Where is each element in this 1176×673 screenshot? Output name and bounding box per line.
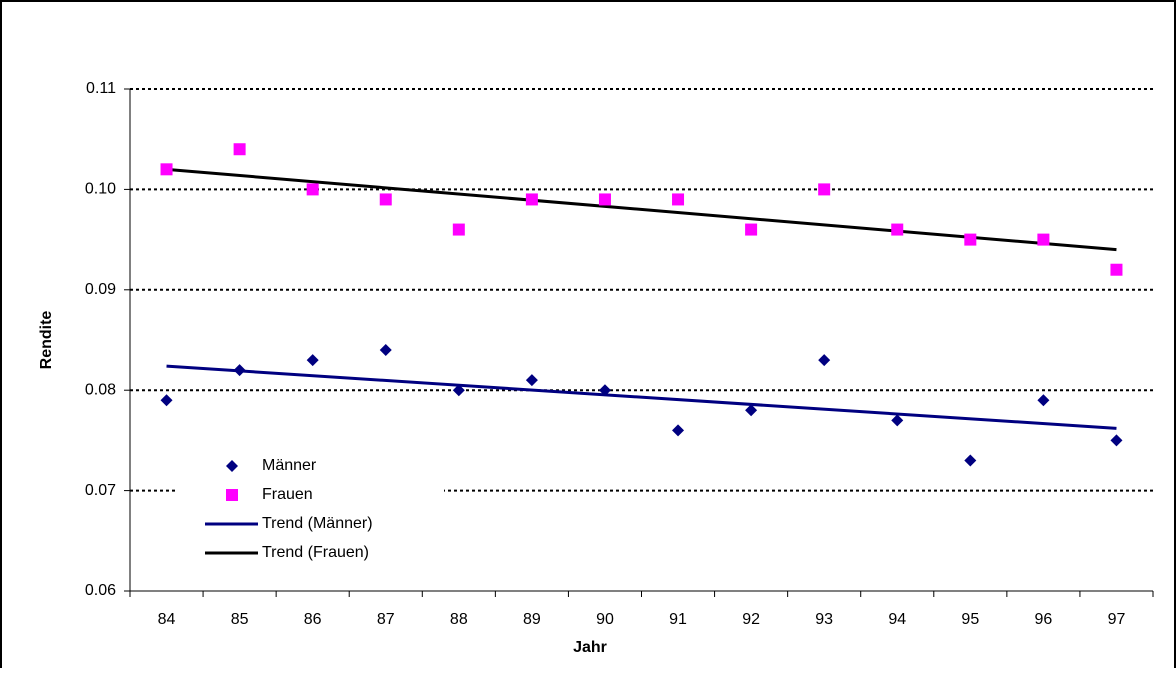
y-tick-label: 0.10 (85, 181, 116, 198)
y-axis-label: Rendite (38, 311, 55, 370)
data-point (964, 233, 977, 246)
y-tick-label: 0.07 (85, 482, 116, 499)
data-point (964, 454, 977, 467)
legend-marker (226, 489, 238, 501)
x-tick-label: 86 (304, 611, 322, 628)
x-tick-label: 95 (961, 611, 979, 628)
data-point (818, 354, 831, 367)
data-point (745, 404, 758, 417)
y-tick-label: 0.11 (86, 80, 116, 97)
data-point (598, 193, 611, 206)
data-point (672, 424, 685, 437)
data-point (598, 384, 611, 397)
data-point (1110, 434, 1123, 447)
data-point (672, 193, 685, 206)
data-point (525, 374, 538, 387)
data-point (233, 143, 246, 156)
data-point (379, 344, 392, 357)
data-point (891, 223, 904, 236)
legend-label: Trend (Frauen) (262, 544, 369, 561)
data-point (160, 163, 173, 176)
x-tick-label: 88 (450, 611, 468, 628)
x-axis-label: Jahr (573, 639, 607, 656)
legend-label: Trend (Männer) (262, 515, 373, 532)
x-tick-label: 89 (523, 611, 541, 628)
data-point (1037, 394, 1050, 407)
data-point (160, 394, 173, 407)
trend-line (166, 167, 1117, 252)
data-point (745, 223, 758, 236)
x-tick-label: 97 (1108, 611, 1126, 628)
data-point (1110, 263, 1123, 276)
y-tick-label: 0.06 (85, 582, 116, 599)
data-point (306, 183, 319, 196)
x-tick-label: 92 (742, 611, 760, 628)
trend-line (166, 364, 1117, 430)
data-point (1037, 233, 1050, 246)
data-point (818, 183, 831, 196)
legend-marker (226, 460, 238, 472)
data-point (233, 364, 246, 377)
data-point (452, 223, 465, 236)
data-point (525, 193, 538, 206)
data-point (306, 354, 319, 367)
x-tick-label: 94 (888, 611, 906, 628)
x-tick-label: 84 (158, 611, 176, 628)
x-tick-label: 85 (231, 611, 249, 628)
legend-label: Frauen (262, 486, 313, 503)
y-tick-label: 0.08 (85, 381, 116, 398)
y-tick-label: 0.09 (85, 281, 116, 298)
data-point (891, 414, 904, 427)
data-point (379, 193, 392, 206)
x-tick-label: 96 (1034, 611, 1052, 628)
x-tick-label: 93 (815, 611, 833, 628)
x-tick-label: 87 (377, 611, 395, 628)
x-tick-label: 90 (596, 611, 614, 628)
legend-background (176, 450, 444, 578)
legend-label: Männer (262, 457, 317, 474)
x-tick-label: 91 (669, 611, 687, 628)
data-point (452, 384, 465, 397)
